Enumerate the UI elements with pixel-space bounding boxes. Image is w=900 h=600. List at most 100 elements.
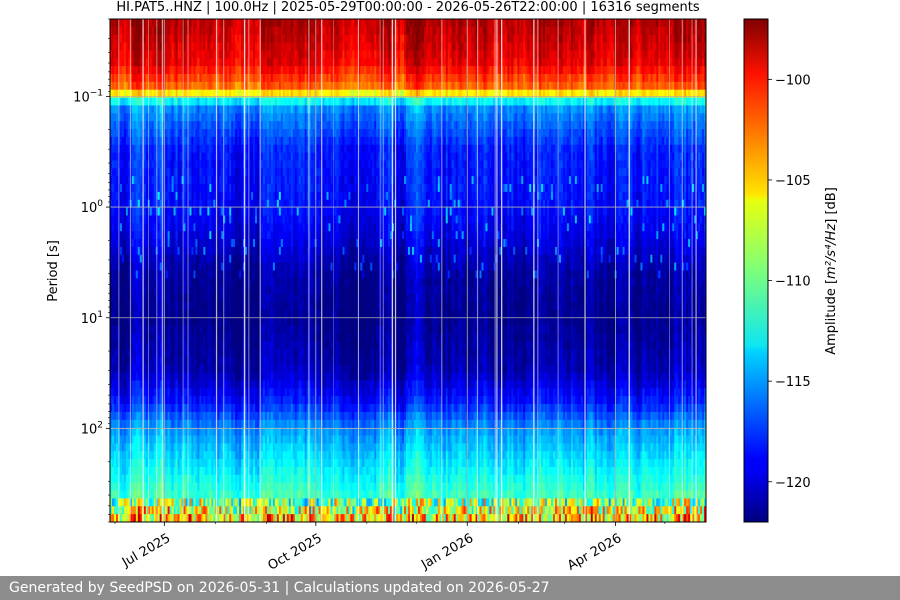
heatmap-cell bbox=[149, 26, 153, 36]
heatmap-cell bbox=[219, 50, 222, 59]
heatmap-cell bbox=[227, 26, 230, 36]
heatmap-cell bbox=[229, 50, 232, 59]
heatmap-cell bbox=[572, 42, 576, 52]
heatmap-cell bbox=[322, 34, 326, 44]
heatmap-cell bbox=[366, 19, 369, 28]
heatmap-cell bbox=[620, 19, 624, 28]
heatmap-cell bbox=[121, 42, 125, 52]
heatmap-cell bbox=[241, 26, 244, 36]
heatmap-cell bbox=[249, 19, 252, 28]
heatmap-cell bbox=[690, 19, 693, 28]
heatmap-cell bbox=[288, 26, 292, 36]
heatmap-cell bbox=[131, 26, 135, 36]
heatmap-cell bbox=[408, 19, 411, 28]
heatmap-cell bbox=[431, 19, 435, 28]
heatmap-cell bbox=[660, 34, 663, 44]
heatmap-cell bbox=[568, 34, 572, 44]
heatmap-cell bbox=[193, 42, 197, 52]
heatmap-cell bbox=[672, 42, 675, 52]
heatmap-cell bbox=[257, 42, 260, 52]
heatmap-cell bbox=[324, 42, 328, 52]
heatmap-cell bbox=[664, 19, 667, 28]
heatmap-cell bbox=[443, 19, 447, 28]
heatmap-cell bbox=[562, 34, 566, 44]
heatmap-cell bbox=[388, 19, 391, 28]
heatmap-cell bbox=[129, 42, 133, 52]
heatmap-cell bbox=[529, 19, 532, 28]
heatmap-cell bbox=[151, 42, 155, 52]
heatmap-cell bbox=[634, 19, 638, 28]
heatmap-cell bbox=[620, 34, 624, 44]
heatmap-cell bbox=[235, 42, 238, 52]
heatmap-cell bbox=[590, 34, 594, 44]
heatmap-cell bbox=[463, 26, 467, 36]
heatmap-cell bbox=[590, 42, 594, 52]
heatmap-cell bbox=[433, 19, 437, 28]
heatmap-cell bbox=[123, 42, 127, 52]
heatmap-cell bbox=[473, 42, 477, 52]
heatmap-cell bbox=[700, 34, 703, 44]
heatmap-cell bbox=[221, 26, 224, 36]
heatmap-cell bbox=[447, 26, 451, 36]
heatmap-cell bbox=[698, 34, 701, 44]
heatmap-cell bbox=[485, 26, 489, 36]
heatmap-cell bbox=[531, 26, 534, 36]
heatmap-cell bbox=[376, 26, 379, 36]
heatmap-cell bbox=[441, 26, 445, 36]
heatmap-cell bbox=[187, 42, 191, 52]
heatmap-cell bbox=[541, 26, 544, 36]
heatmap-cell bbox=[451, 26, 455, 36]
heatmap-cell bbox=[159, 42, 163, 52]
heatmap-cell bbox=[133, 26, 137, 36]
heatmap-cell bbox=[306, 34, 310, 44]
heatmap-cell bbox=[251, 42, 254, 52]
heatmap-cell bbox=[298, 34, 302, 44]
heatmap-cell bbox=[523, 19, 526, 28]
heatmap-cell bbox=[143, 42, 147, 52]
heatmap-cell bbox=[110, 42, 113, 52]
heatmap-cell bbox=[656, 34, 659, 44]
heatmap-cell bbox=[610, 19, 614, 28]
heatmap-cell bbox=[177, 34, 181, 44]
heatmap-cell bbox=[328, 34, 332, 44]
heatmap-cell bbox=[638, 19, 642, 28]
heatmap-cell bbox=[634, 26, 638, 36]
heatmap-cell bbox=[505, 34, 508, 44]
heatmap-cell bbox=[231, 26, 234, 36]
heatmap-cell bbox=[163, 26, 167, 36]
heatmap-cell bbox=[272, 26, 276, 36]
heatmap-cell bbox=[622, 34, 626, 44]
heatmap-cell bbox=[692, 19, 695, 28]
heatmap-cell bbox=[630, 19, 634, 28]
heatmap-cell bbox=[127, 34, 131, 44]
heatmap-cell bbox=[139, 26, 143, 36]
heatmap-cell bbox=[477, 19, 481, 28]
heatmap-cell bbox=[398, 42, 401, 52]
heatmap-cell bbox=[590, 19, 594, 28]
heatmap-cell bbox=[459, 19, 463, 28]
heatmap-cell bbox=[529, 42, 532, 52]
heatmap-cell bbox=[435, 19, 439, 28]
heatmap-cell bbox=[662, 42, 665, 52]
heatmap-cell bbox=[551, 42, 554, 52]
heatmap-cell bbox=[203, 26, 206, 36]
heatmap-cell bbox=[670, 34, 673, 44]
heatmap-cell bbox=[558, 34, 562, 44]
heatmap-cell bbox=[406, 42, 409, 52]
heatmap-cell bbox=[515, 34, 518, 44]
heatmap-cell bbox=[632, 42, 636, 52]
heatmap-cell bbox=[255, 34, 258, 44]
heatmap-cell bbox=[292, 19, 296, 28]
heatmap-cell bbox=[602, 34, 606, 44]
heatmap-cell bbox=[326, 19, 330, 28]
heatmap-cell bbox=[171, 42, 175, 52]
heatmap-cell bbox=[431, 34, 435, 44]
heatmap-cell bbox=[618, 26, 622, 36]
heatmap-cell bbox=[648, 19, 651, 28]
heatmap-cell bbox=[364, 26, 367, 36]
heatmap-cell bbox=[409, 26, 413, 36]
heatmap-cell bbox=[211, 19, 214, 28]
heatmap-cell bbox=[294, 42, 298, 52]
heatmap-cell bbox=[376, 42, 379, 52]
